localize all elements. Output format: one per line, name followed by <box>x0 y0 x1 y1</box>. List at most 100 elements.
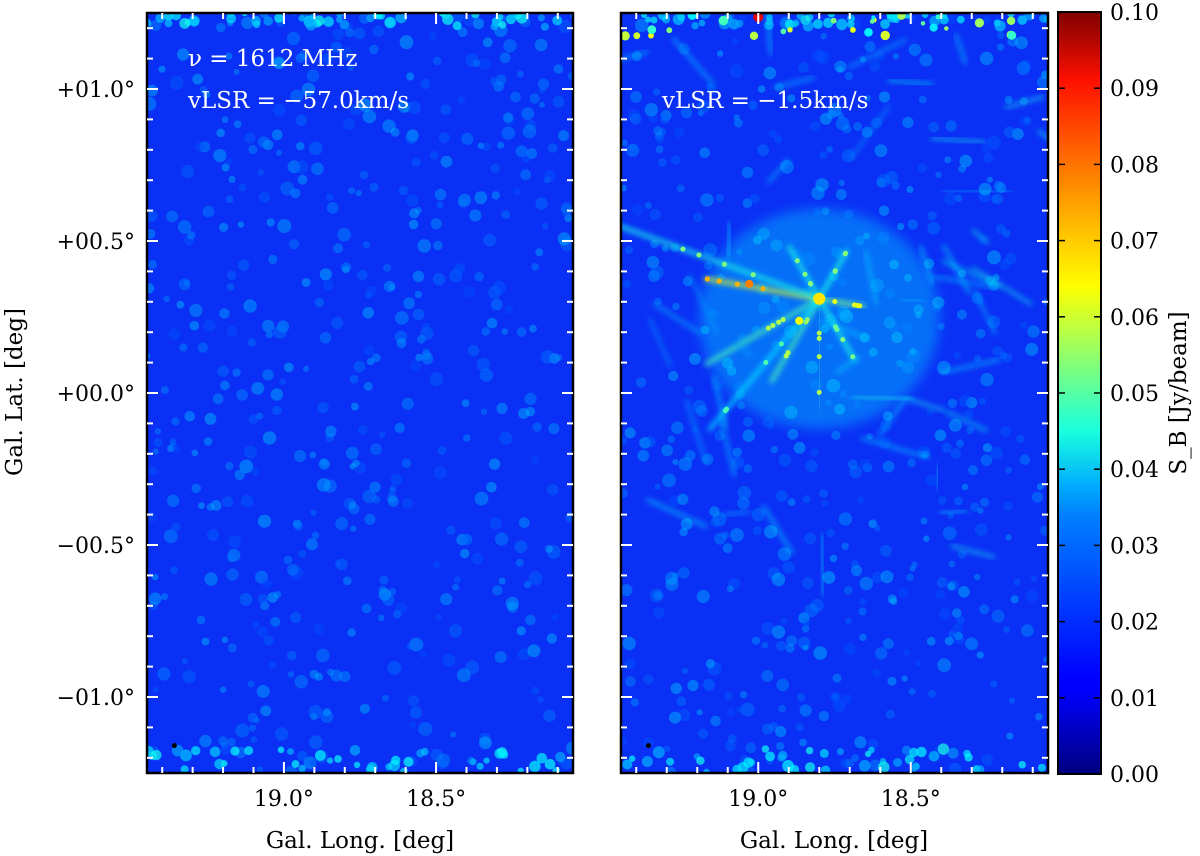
spoke-knot <box>721 261 727 267</box>
noise-blob <box>677 493 689 505</box>
noise-blob <box>399 35 414 50</box>
spoke-knot <box>696 252 702 258</box>
noise-blob <box>423 347 430 355</box>
noise-blob <box>1013 578 1021 586</box>
noise-blob <box>342 266 350 274</box>
noise-blob <box>262 139 274 151</box>
edge-blob <box>858 760 871 772</box>
spoke-knot <box>716 278 722 284</box>
noise-blob <box>199 734 212 748</box>
noise-blob <box>277 219 292 234</box>
edge-spot <box>929 23 938 32</box>
noise-blob <box>867 738 879 750</box>
edge-blob <box>155 13 166 23</box>
noise-blob <box>298 550 307 558</box>
noise-blob <box>202 90 211 99</box>
noise-blob <box>158 65 166 73</box>
noise-blob <box>430 218 442 230</box>
noise-blob <box>705 659 715 669</box>
noise-blob <box>194 142 204 152</box>
colorbar-tick-label: 0.07 <box>1110 230 1159 255</box>
noise-blob <box>762 416 775 429</box>
edge-blob <box>452 21 462 31</box>
noise-blob <box>495 532 509 546</box>
noise-blob <box>348 500 357 509</box>
noise-blob <box>480 408 488 415</box>
noise-blob <box>461 533 473 546</box>
noise-blob <box>166 210 179 223</box>
noise-blob <box>189 320 200 331</box>
noise-blob <box>220 380 230 391</box>
edge-blob <box>792 19 800 27</box>
edge-blob <box>164 19 173 28</box>
edge-blob <box>171 13 182 21</box>
noise-blob <box>191 449 199 457</box>
noise-blob <box>805 459 818 473</box>
panel-right-emission <box>621 13 1048 596</box>
edge-blob <box>395 13 408 24</box>
noise-blob <box>238 183 247 192</box>
noise-blob <box>436 201 444 209</box>
noise-blob <box>687 679 699 692</box>
noise-blob <box>197 342 209 353</box>
noise-blob <box>309 735 323 749</box>
noise-blob <box>667 435 676 444</box>
noise-blob <box>247 302 255 310</box>
noise-blob <box>725 740 736 752</box>
noise-blob <box>454 263 466 274</box>
noise-blob <box>827 109 837 120</box>
noise-blob <box>736 706 744 713</box>
panel-right: vLSR = −1.5km/s 19.0° 18.5° Gal. Long. [d… <box>619 11 1050 854</box>
noise-blob <box>296 142 305 151</box>
edge-spot <box>648 32 654 39</box>
noise-blob <box>724 691 733 701</box>
noise-blob <box>474 491 489 506</box>
noise-blob <box>410 360 421 372</box>
noise-blob <box>882 460 895 473</box>
noise-blob <box>297 174 308 185</box>
noise-blob <box>927 221 941 235</box>
noise-blob <box>859 458 872 471</box>
noise-blob <box>151 573 159 581</box>
noise-blob <box>653 126 663 136</box>
noise-blob <box>358 98 372 112</box>
filament <box>849 104 891 160</box>
noise-blob <box>249 724 256 732</box>
noise-blob <box>306 69 320 83</box>
noise-blob <box>394 422 405 433</box>
noise-blob <box>457 198 467 208</box>
noise-blob <box>177 220 192 234</box>
noise-blob <box>920 517 928 525</box>
noise-blob <box>402 497 413 509</box>
noise-blob <box>228 175 236 183</box>
noise-blob <box>287 671 295 678</box>
noise-blob <box>452 583 460 591</box>
noise-blob <box>465 660 480 675</box>
noise-blob <box>795 723 804 732</box>
noise-blob <box>681 667 689 675</box>
noise-blob <box>1041 70 1048 78</box>
noise-blob <box>461 132 474 145</box>
noise-blob <box>745 742 757 754</box>
noise-blob <box>996 43 1005 51</box>
noise-blob <box>799 704 812 717</box>
noise-blob <box>446 525 456 535</box>
noise-blob <box>859 633 867 642</box>
noise-blob <box>148 466 158 476</box>
noise-blob <box>467 344 480 357</box>
filament <box>851 394 913 402</box>
edge-blob <box>505 14 516 25</box>
noise-blob <box>980 372 994 387</box>
noise-blob <box>958 586 970 598</box>
noise-blob <box>335 517 349 531</box>
noise-blob <box>261 319 275 333</box>
panel-right-ticks <box>621 13 1048 773</box>
noise-blob <box>516 70 524 78</box>
noise-blob <box>669 495 681 507</box>
noise-blob <box>650 265 664 280</box>
noise-blob <box>1000 425 1011 437</box>
noise-blob <box>260 601 270 611</box>
noise-blob <box>727 734 737 744</box>
colorbar-tick-label: 0.05 <box>1110 382 1159 407</box>
